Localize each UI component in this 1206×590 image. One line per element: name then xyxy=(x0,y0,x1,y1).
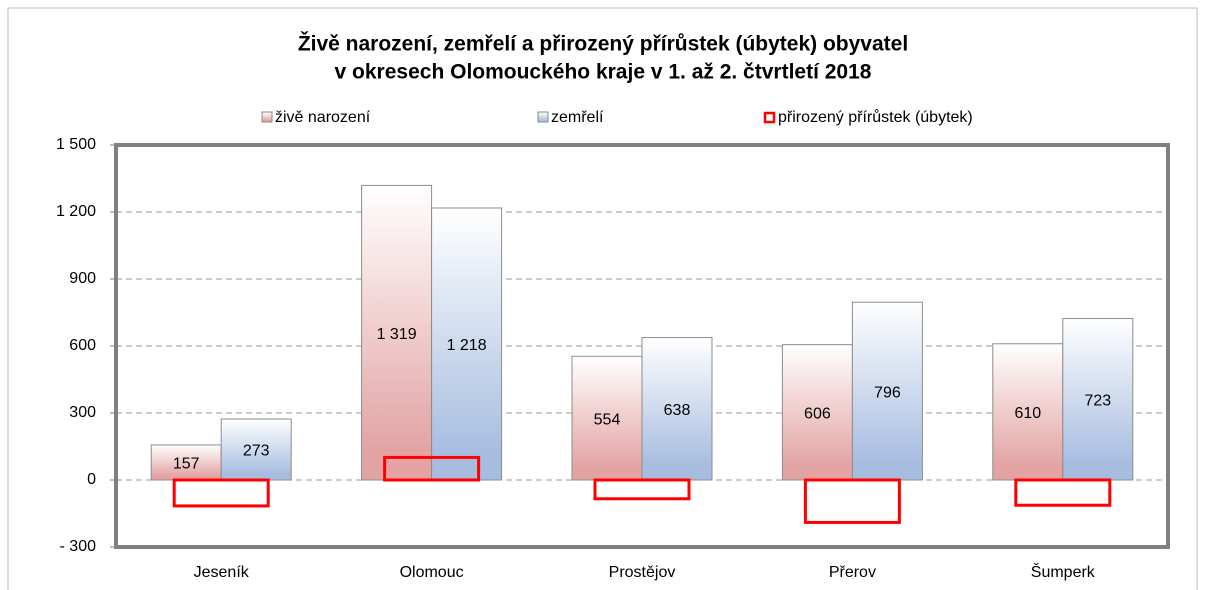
y-tick-label: 900 xyxy=(69,270,96,287)
data-label: 606 xyxy=(804,406,831,423)
y-tick-label: 300 xyxy=(69,404,96,421)
y-tick-label: 0 xyxy=(87,471,96,488)
outline-bar xyxy=(383,455,481,482)
legend-swatch xyxy=(763,111,776,124)
legend-label: živě narození xyxy=(275,109,371,126)
data-label: 554 xyxy=(594,411,621,428)
data-label: 273 xyxy=(243,443,270,460)
outline-bar xyxy=(1014,478,1112,507)
x-tick-label: Šumperk xyxy=(1031,562,1096,581)
x-tick-label: Jeseník xyxy=(194,564,250,581)
bar xyxy=(1062,318,1134,481)
chart-title: v okresech Olomouckého kraje v 1. až 2. … xyxy=(335,61,872,84)
legend-swatch xyxy=(537,111,549,123)
x-tick-label: Olomouc xyxy=(400,564,464,581)
data-label: 157 xyxy=(173,456,200,473)
frame xyxy=(7,7,1198,590)
x-tick-label: Přerov xyxy=(829,564,876,581)
data-label: 723 xyxy=(1084,392,1111,409)
data-label: 796 xyxy=(874,384,901,401)
bar xyxy=(992,343,1064,481)
bar xyxy=(150,444,222,481)
y-tick-label: 1 200 xyxy=(56,203,96,220)
data-label: 638 xyxy=(664,402,691,419)
data-label: 610 xyxy=(1014,405,1041,422)
y-tick-label: - 300 xyxy=(60,538,97,555)
plot-border xyxy=(114,143,1170,549)
bar xyxy=(571,355,643,481)
outline-bar xyxy=(172,478,270,508)
bar xyxy=(851,301,923,481)
bar xyxy=(781,344,853,481)
chart-title: Živě narození, zemřelí a přirozený přírů… xyxy=(298,32,908,56)
x-tick-label: Prostějov xyxy=(609,564,676,581)
outline-bar xyxy=(593,478,691,501)
outline-bar xyxy=(803,478,901,524)
legend-swatch xyxy=(261,111,273,123)
legend-label: přirozený přírůstek (úbytek) xyxy=(778,108,973,126)
y-tick-label: 1 500 xyxy=(56,136,96,153)
data-label: 1 218 xyxy=(447,337,487,354)
legend-label: zemřelí xyxy=(551,109,604,126)
y-tick-label: 600 xyxy=(69,337,96,354)
data-label: 1 319 xyxy=(377,326,417,343)
